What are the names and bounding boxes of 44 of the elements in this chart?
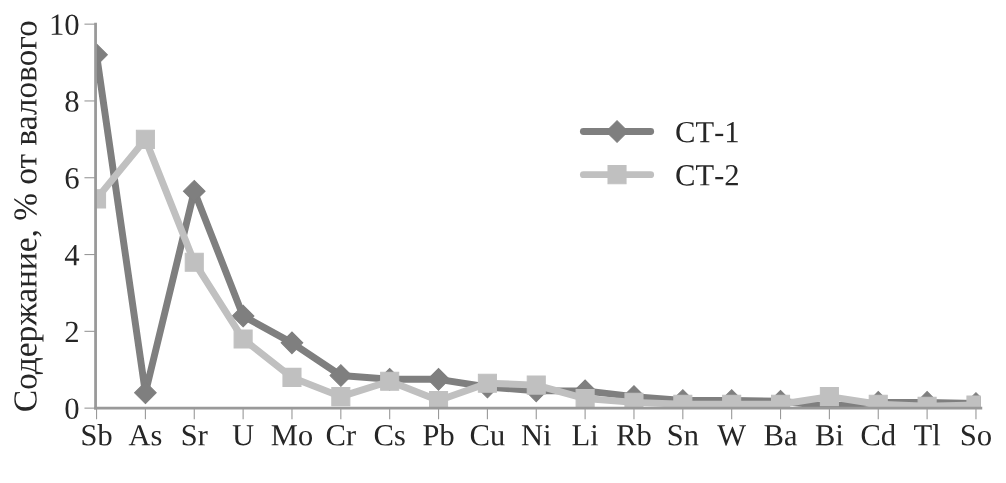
- point: [184, 252, 204, 272]
- y-tick-label: 8: [65, 91, 79, 112]
- x-tick-label: Mo: [271, 425, 313, 446]
- x-tick-label: Rb: [617, 424, 651, 446]
- legend-label: СТ-1: [676, 121, 738, 143]
- y-tick-label: 6: [65, 168, 79, 189]
- point: [526, 375, 546, 395]
- point: [427, 368, 450, 391]
- x-tick-label: Sn: [668, 425, 699, 446]
- point: [624, 392, 644, 409]
- x-tick-label: Ni: [521, 425, 551, 446]
- x-tick-label: Li: [572, 425, 599, 446]
- x-tick-label: Bi: [815, 425, 844, 446]
- point: [282, 367, 302, 387]
- x-tick-label: Cd: [861, 424, 896, 446]
- y-tick-label: 2: [65, 321, 78, 342]
- point: [331, 387, 351, 407]
- x-tick-label: U: [232, 425, 254, 446]
- point: [135, 129, 155, 149]
- x-tick-label: Cu: [470, 425, 505, 446]
- x-tick-label: Sr: [182, 425, 208, 446]
- point: [231, 304, 255, 328]
- y-axis-title: Содержание, % от валового: [14, 21, 44, 411]
- point: [429, 390, 449, 409]
- point: [380, 371, 400, 391]
- point: [819, 387, 839, 407]
- legend-label: СТ-2: [676, 165, 738, 186]
- x-tick-label: Tl: [914, 424, 941, 446]
- x-tick-label: Sb: [82, 424, 112, 446]
- x-tick-label: Pb: [423, 424, 454, 446]
- x-tick-label: Ba: [764, 425, 798, 446]
- point: [280, 331, 304, 355]
- x-tick-label: As: [128, 425, 162, 446]
- point: [233, 329, 253, 349]
- y-tick-label: 0: [65, 398, 79, 420]
- x-tick-label: W: [717, 425, 747, 446]
- x-tick-label: So: [961, 425, 991, 446]
- point: [575, 388, 595, 409]
- x-tick-label: Cs: [374, 425, 405, 446]
- x-tick-label: Cr: [326, 425, 356, 446]
- y-tick-label: 10: [51, 14, 79, 36]
- y-tick-label: 4: [64, 245, 80, 266]
- point: [477, 373, 497, 393]
- point: [329, 364, 353, 387]
